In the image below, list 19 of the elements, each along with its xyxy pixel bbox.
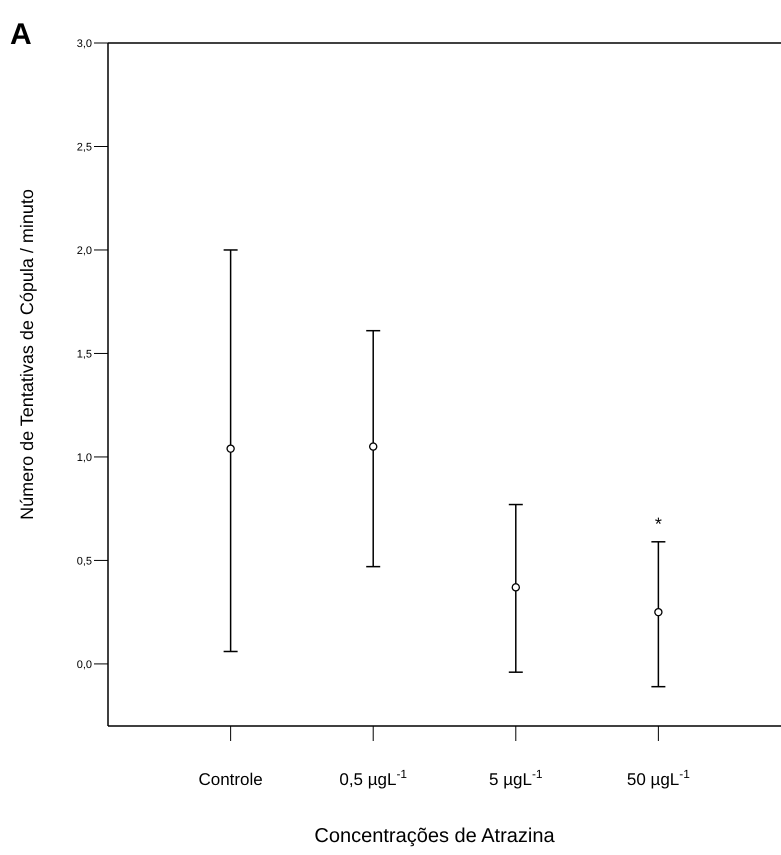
x-tick-label: 50 µgL$^{-1}$ <box>626 767 690 789</box>
x-tick-label: 0,5 µgL$^{-1}$ <box>339 767 408 789</box>
y-tick-label: 1,0 <box>76 452 92 464</box>
point <box>226 444 235 453</box>
point <box>512 583 520 592</box>
annotation: * <box>654 514 662 534</box>
x-tick-label: 5 µgL$^{-1}$ <box>489 767 543 789</box>
y-tick-label: 0,0 <box>76 658 92 671</box>
y-tick-label: 1,5 <box>76 348 92 360</box>
x-tick-label: Controle <box>198 770 263 789</box>
y-tick-label: 2,0 <box>76 244 92 257</box>
point <box>654 608 663 616</box>
chart-title: A <box>10 18 32 51</box>
x-axis-title: Concentrações de Atrazina <box>314 825 556 847</box>
y-tick-label: 0,5 <box>76 555 92 568</box>
y-tick-label: 2,5 <box>76 141 92 154</box>
y-axis-title: Número de Tentativas de Cópula / minuto <box>17 189 37 520</box>
point <box>368 442 378 451</box>
y-tick-label: 3,0 <box>76 38 92 50</box>
